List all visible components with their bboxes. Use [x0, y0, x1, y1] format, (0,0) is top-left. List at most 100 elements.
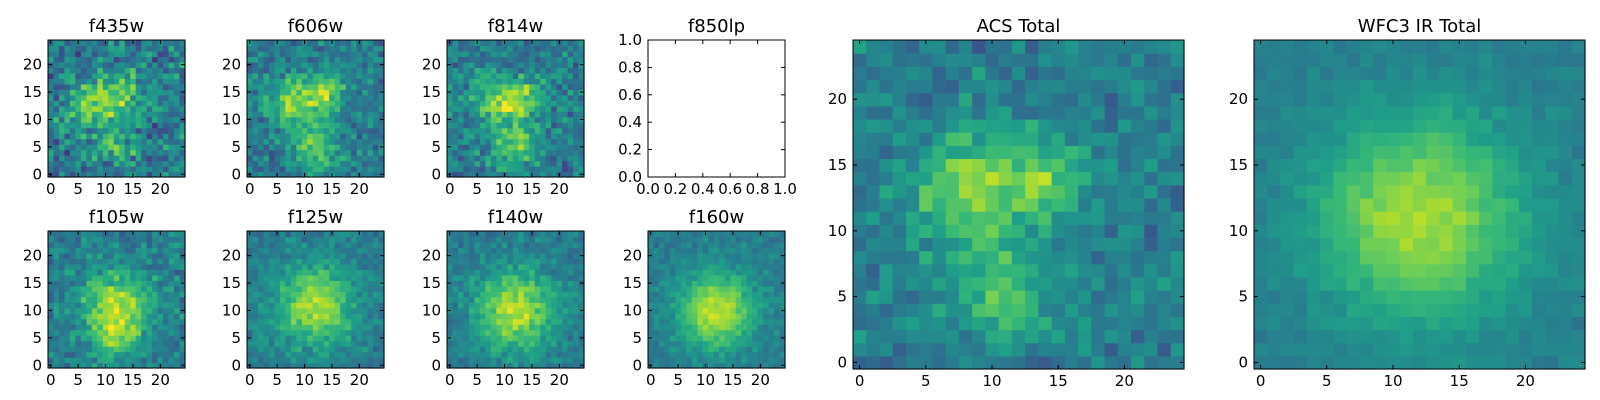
pixel-cell — [268, 263, 275, 270]
pixel-cell — [853, 342, 867, 357]
pixel-cell — [301, 313, 308, 320]
pixel-cell — [69, 40, 76, 47]
pixel-cell — [356, 357, 363, 364]
pixel-cell — [490, 280, 497, 287]
pixel-cell — [779, 241, 786, 249]
pixel-cell — [518, 274, 525, 281]
pixel-cell — [523, 50, 530, 58]
pixel-cell — [545, 291, 552, 298]
pixel-cell — [746, 307, 753, 314]
pixel-cell — [774, 252, 781, 259]
pixel-cell — [567, 40, 574, 47]
pixel-cell — [323, 252, 330, 259]
pixel-cell — [534, 40, 541, 47]
pixel-cell — [551, 45, 558, 52]
pixel-cell — [556, 296, 563, 303]
pixel-cell — [529, 160, 536, 167]
pixel-cell — [345, 67, 352, 74]
pixel-cell — [447, 166, 454, 173]
pixel-cell — [691, 285, 698, 292]
pixel-cell — [463, 329, 470, 336]
pixel-cell — [523, 72, 530, 79]
pixel-cell — [91, 78, 98, 85]
pixel-cell — [752, 324, 759, 331]
pixel-cell — [86, 258, 93, 265]
x-tick-label: 20 — [350, 180, 369, 198]
pixel-cell — [779, 313, 786, 320]
pixel-cell — [323, 241, 330, 249]
y-tick-label: 10 — [222, 110, 241, 128]
pixel-cell — [367, 324, 374, 331]
pixel-cell — [534, 78, 541, 85]
pixel-cell — [102, 122, 109, 129]
pixel-cell — [279, 357, 286, 364]
pixel-cell — [741, 307, 748, 314]
pixel-cell — [75, 241, 82, 249]
pixel-cell — [1064, 355, 1079, 370]
pixel-cell — [763, 302, 770, 309]
pixel-cell — [1025, 224, 1039, 238]
pixel-cell — [323, 329, 330, 336]
pixel-cell — [573, 313, 580, 320]
pixel-cell — [157, 149, 164, 156]
pixel-cell — [512, 100, 519, 107]
pixel-cell — [318, 61, 325, 68]
pixel-cell — [340, 127, 347, 134]
pixel-cell — [724, 280, 731, 287]
pixel-cell — [367, 247, 374, 254]
pixel-cell — [518, 122, 525, 129]
pixel-cell — [356, 166, 363, 173]
pixel-cell — [157, 56, 164, 63]
pixel-cell — [763, 285, 770, 292]
pixel-cell — [556, 133, 563, 140]
pixel-cell — [879, 250, 894, 265]
pixel-cell — [741, 329, 748, 336]
pixel-cell — [985, 355, 1000, 370]
pixel-cell — [146, 252, 153, 259]
pixel-cell — [268, 111, 275, 118]
pixel-cell — [75, 263, 82, 270]
pixel-cell — [75, 324, 82, 331]
pixel-cell — [179, 83, 186, 90]
pixel-cell — [1051, 224, 1066, 238]
pixel-cell — [567, 269, 574, 276]
pixel-cell — [135, 258, 142, 265]
pixel-cell — [141, 302, 148, 309]
pixel-cell — [496, 285, 503, 292]
pixel-cell — [119, 127, 126, 134]
pixel-cell — [48, 67, 55, 74]
pixel-cell — [279, 313, 286, 320]
pixel-cell — [496, 61, 503, 68]
pixel-cell — [268, 307, 275, 314]
pixel-cell — [523, 111, 530, 118]
pixel-cell — [578, 78, 585, 85]
pixel-cell — [452, 83, 459, 90]
pixel-cell — [257, 94, 265, 101]
pixel-cell — [669, 307, 676, 314]
pixel-cell — [447, 269, 454, 276]
pixel-cell — [97, 116, 104, 123]
pixel-cell — [108, 318, 115, 325]
pixel-cell — [323, 291, 330, 298]
pixel-cell — [774, 335, 781, 342]
pixel-cell — [702, 329, 709, 336]
pixel-cell — [447, 111, 454, 118]
pixel-cell — [534, 296, 541, 303]
pixel-cell — [545, 83, 552, 90]
pixel-cell — [485, 263, 492, 270]
pixel-cell — [523, 329, 530, 336]
pixel-cell — [534, 346, 541, 353]
pixel-cell — [474, 127, 481, 134]
pixel-cell — [556, 269, 563, 276]
pixel-cell — [774, 291, 781, 298]
pixel-cell — [567, 83, 574, 90]
pixel-cell — [664, 269, 671, 276]
pixel-cell — [48, 324, 55, 331]
pixel-cell — [757, 335, 764, 342]
pixel-cell — [97, 241, 104, 249]
pixel-cell — [174, 138, 181, 145]
pixel-cell — [124, 340, 131, 347]
pixel-cell — [573, 171, 580, 178]
pixel-cell — [551, 61, 558, 68]
pixel-cell — [779, 247, 786, 254]
